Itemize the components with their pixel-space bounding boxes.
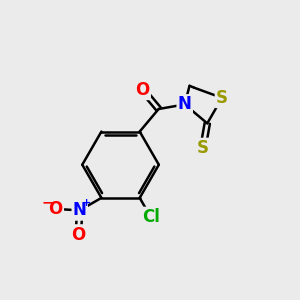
Text: O: O <box>135 81 150 99</box>
Text: −: − <box>42 195 53 209</box>
Text: O: O <box>49 200 63 218</box>
Text: O: O <box>71 226 85 244</box>
Text: N: N <box>73 201 87 219</box>
Text: N: N <box>178 95 192 113</box>
Text: +: + <box>82 198 92 208</box>
Text: S: S <box>216 89 228 107</box>
Text: Cl: Cl <box>142 208 160 226</box>
Text: S: S <box>197 139 209 157</box>
